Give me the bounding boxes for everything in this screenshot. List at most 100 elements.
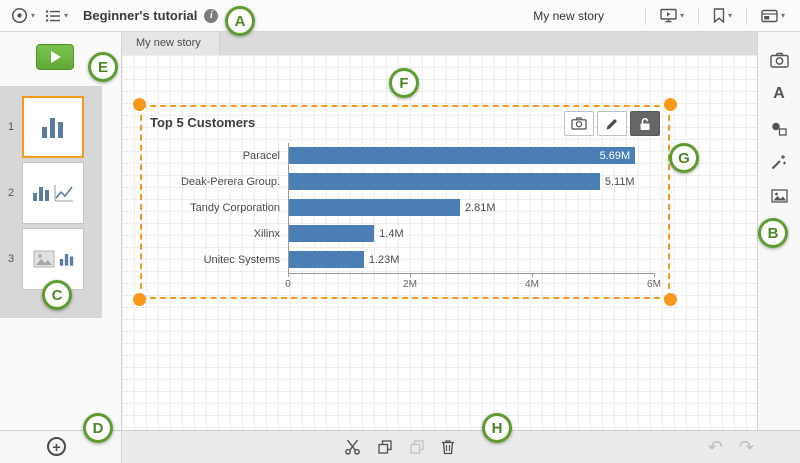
slide-row: 3 bbox=[0, 228, 102, 290]
slide-thumbnail-2[interactable] bbox=[22, 162, 84, 224]
trash-icon bbox=[442, 440, 454, 455]
plus-icon: + bbox=[52, 438, 61, 455]
story-sidebar: 1 2 3 bbox=[0, 32, 122, 430]
redo-icon: ↷ bbox=[738, 437, 754, 457]
category-label: Paracel bbox=[242, 150, 280, 162]
undo-button[interactable]: ↶ bbox=[708, 438, 723, 456]
value-label: 1.23M bbox=[368, 254, 400, 266]
value-label: 2.81M bbox=[464, 202, 496, 214]
history-actions: ↶ ↷ bbox=[708, 431, 754, 463]
pencil-icon bbox=[606, 118, 617, 129]
slide-number: 1 bbox=[7, 121, 15, 133]
resize-handle[interactable] bbox=[133, 293, 146, 306]
cut-button[interactable] bbox=[344, 439, 361, 455]
undo-icon: ↶ bbox=[707, 437, 723, 457]
navigation-icon bbox=[11, 7, 28, 24]
bar-track: 5.69M bbox=[288, 143, 654, 169]
bar bbox=[289, 251, 364, 268]
callout-b: B bbox=[758, 218, 788, 248]
tab-my-new-story[interactable]: My new story bbox=[122, 32, 220, 55]
slide-grid[interactable]: Top 5 Customers Paracel 5.69M Deak-Perera … bbox=[122, 55, 757, 430]
camera-icon bbox=[769, 52, 789, 68]
axis-tick: 6M bbox=[647, 273, 661, 290]
effects-library-button[interactable] bbox=[761, 146, 797, 178]
value-label: 5.11M bbox=[604, 176, 635, 188]
add-slide-button[interactable]: + bbox=[47, 437, 66, 456]
media-library-button[interactable] bbox=[761, 180, 797, 212]
bookmark-button[interactable]: ▾ bbox=[708, 6, 737, 25]
divider bbox=[644, 6, 646, 25]
chevron-down-icon: ▾ bbox=[727, 10, 732, 20]
snapshot-library-button[interactable] bbox=[761, 44, 797, 76]
play-story-button[interactable] bbox=[36, 44, 74, 70]
selected-snapshot-object[interactable]: Top 5 Customers Paracel 5.69M Deak-Perera … bbox=[133, 98, 677, 306]
text-icon: A bbox=[773, 85, 785, 102]
copy-button[interactable] bbox=[377, 439, 393, 455]
callout-g: G bbox=[669, 143, 699, 173]
resize-handle[interactable] bbox=[664, 98, 677, 111]
category-label: Tandy Corporation bbox=[190, 202, 280, 214]
chevron-down-icon: ▾ bbox=[64, 10, 69, 20]
bar-track: 1.4M bbox=[288, 221, 654, 247]
slide-list: 1 2 3 bbox=[0, 86, 102, 318]
bar-row: Deak-Perera Group. 5.11M bbox=[150, 169, 654, 195]
paste-button[interactable] bbox=[409, 439, 425, 455]
value-label: 1.4M bbox=[379, 228, 404, 240]
bar-chart-icon bbox=[42, 118, 63, 138]
global-menu-button[interactable]: ▾ bbox=[6, 5, 40, 26]
value-label: 5.69M bbox=[599, 149, 631, 162]
chevron-down-icon: ▾ bbox=[31, 10, 36, 20]
slide-row: 1 bbox=[0, 96, 102, 158]
info-icon[interactable]: i bbox=[204, 8, 219, 23]
shapes-library-button[interactable] bbox=[761, 112, 797, 144]
replace-snapshot-button[interactable] bbox=[564, 111, 594, 136]
sheet-list-button[interactable]: ▾ bbox=[40, 7, 73, 25]
image-icon bbox=[33, 250, 54, 268]
callout-e: E bbox=[88, 52, 118, 82]
bar-chart-icon bbox=[59, 254, 73, 266]
slide-thumbnail-3[interactable] bbox=[22, 228, 84, 290]
callout-f: F bbox=[389, 68, 419, 98]
unlock-icon bbox=[640, 117, 650, 130]
views-icon bbox=[761, 9, 778, 22]
list-icon bbox=[45, 9, 61, 22]
app-title: Beginner's tutorial bbox=[83, 8, 198, 23]
x-axis: 0 2M 4M 6M bbox=[285, 273, 661, 296]
present-story-button[interactable]: ▾ bbox=[655, 6, 689, 25]
line-chart-icon bbox=[54, 185, 73, 202]
bar-chart: Paracel 5.69M Deak-Perera Group. 5.11M Tandy… bbox=[150, 143, 661, 297]
divider bbox=[745, 6, 747, 25]
bar: 5.69M bbox=[289, 147, 636, 164]
monitor-play-icon bbox=[660, 8, 677, 23]
category-label: Deak-Perera Group. bbox=[180, 176, 280, 188]
callout-a: A bbox=[225, 6, 255, 36]
views-button[interactable]: ▾ bbox=[756, 7, 790, 25]
chevron-down-icon: ▾ bbox=[679, 10, 684, 20]
text-objects-button[interactable]: A bbox=[761, 78, 797, 110]
bottom-toolbar: + ↶ ↷ bbox=[0, 430, 800, 463]
delete-button[interactable] bbox=[441, 439, 455, 455]
tab-label: My new story bbox=[136, 37, 201, 49]
bar-row: Tandy Corporation 2.81M bbox=[150, 195, 654, 221]
slide-number: 3 bbox=[7, 253, 15, 265]
resize-handle[interactable] bbox=[664, 293, 677, 306]
slide-number: 2 bbox=[7, 187, 15, 199]
axis-tick: 0 bbox=[285, 273, 291, 290]
story-canvas: My new story Top 5 Customers Parac bbox=[122, 32, 757, 430]
chart-title: Top 5 Customers bbox=[150, 115, 256, 130]
unlock-button[interactable] bbox=[630, 111, 660, 136]
axis-tick: 2M bbox=[403, 273, 417, 290]
story-selector[interactable]: My new story bbox=[527, 8, 610, 24]
play-icon bbox=[51, 51, 61, 63]
resize-handle[interactable] bbox=[133, 98, 146, 111]
slide-thumbnail-1[interactable] bbox=[22, 96, 84, 158]
slide-row: 2 bbox=[0, 162, 102, 224]
bar-track: 5.11M bbox=[288, 169, 654, 195]
camera-icon bbox=[571, 117, 587, 130]
scissors-icon bbox=[345, 439, 360, 455]
annotate-button[interactable] bbox=[597, 111, 627, 136]
category-label: Unitec Systems bbox=[203, 254, 280, 266]
redo-button[interactable]: ↷ bbox=[739, 438, 754, 456]
snapshot-toolbar bbox=[564, 111, 660, 136]
bookmark-icon bbox=[713, 8, 725, 23]
